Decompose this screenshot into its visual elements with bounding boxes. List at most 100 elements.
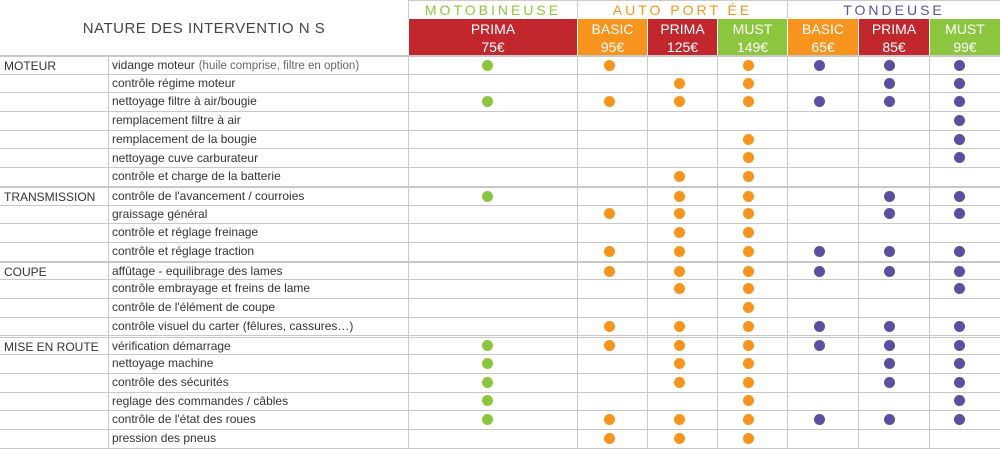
group-header: TONDEUSE — [787, 0, 1000, 19]
included-dot — [884, 376, 895, 388]
header-divider — [0, 37, 1000, 56]
intervention-label: nettoyage filtre à air/bougie — [112, 94, 257, 109]
included-dot — [482, 358, 493, 370]
included-dot — [884, 245, 895, 257]
included-dot — [604, 432, 615, 444]
intervention-cell: remplacement filtre à air — [112, 113, 241, 127]
included-dot — [674, 265, 685, 277]
tier-header: BASIC 95€ — [577, 19, 647, 56]
category-label: TRANSMISSION — [4, 189, 96, 204]
included-dot — [884, 77, 895, 89]
table-row: MISE EN ROUTE vérification démarrage — [0, 336, 1000, 356]
tier-header: PRIMA 75€ — [408, 19, 577, 56]
tier-price: 149€ — [736, 39, 769, 55]
intervention-label: contrôle et charge de la batterie — [112, 169, 281, 184]
included-dot — [674, 376, 685, 388]
table-row: nettoyage cuve carburateur — [0, 150, 1000, 169]
included-dot — [954, 376, 965, 388]
included-dot — [674, 77, 685, 89]
tier-price: 99€ — [953, 39, 977, 55]
tier-price: 85€ — [882, 39, 906, 55]
included-dot — [674, 96, 685, 108]
included-dot — [604, 96, 615, 108]
included-dot — [604, 208, 615, 220]
table-row: graissage général — [0, 206, 1000, 225]
tier-name: MUST — [732, 21, 773, 37]
included-dot — [674, 432, 685, 444]
included-dot — [954, 283, 965, 295]
tier-name: PRIMA — [871, 21, 917, 37]
included-dot — [743, 283, 754, 295]
included-dot — [482, 96, 493, 108]
intervention-cell: vidange moteur (huile comprise, filtre en… — [112, 58, 359, 72]
included-dot — [954, 395, 965, 407]
included-dot — [743, 171, 754, 183]
included-dot — [604, 59, 615, 71]
category-label: MISE EN ROUTE — [4, 339, 99, 354]
included-dot — [743, 432, 754, 444]
intervention-label: contrôle et réglage traction — [112, 244, 255, 258]
table-title: NATURE DES INTERVENTIO N S — [82, 19, 326, 37]
intervention-cell: contrôle embrayage et freins de lame — [112, 281, 310, 295]
column-divider — [647, 56, 648, 448]
included-dot — [954, 245, 965, 257]
included-dot — [814, 320, 825, 332]
tier-header: PRIMA 125€ — [647, 19, 717, 56]
intervention-cell: contrôle régime moteur — [112, 76, 235, 90]
included-dot — [954, 320, 965, 332]
intervention-label: nettoyage machine — [112, 356, 214, 371]
intervention-label: remplacement filtre à air — [112, 113, 241, 128]
table-row: nettoyage filtre à air/bougie — [0, 93, 1000, 113]
included-dot — [884, 340, 895, 352]
intervention-cell: contrôle et charge de la batterie — [112, 169, 281, 183]
intervention-label: vidange moteur — [112, 58, 195, 72]
included-dot — [482, 376, 493, 388]
included-dot — [954, 208, 965, 220]
table-row: MOTEUR vidange moteur (huile comprise, fil… — [0, 56, 1000, 75]
included-dot — [884, 358, 895, 370]
table-row: contrôle de l'état des roues — [0, 411, 1000, 430]
included-dot — [604, 340, 615, 352]
tier-name: MUST — [945, 21, 985, 37]
included-dot — [743, 190, 754, 202]
table-row: COUPE affûtage - equilibrage des lames — [0, 261, 1000, 281]
intervention-cell: graissage général — [112, 207, 207, 221]
intervention-label: remplacement de la bougie — [112, 131, 257, 146]
intervention-cell: contrôle visuel du carter (fêlures, cass… — [112, 319, 353, 333]
included-dot — [743, 133, 754, 145]
included-dot — [674, 208, 685, 220]
table-row: contrôle visuel du carter (fêlures, cass… — [0, 318, 1000, 337]
intervention-cell: remplacement de la bougie — [112, 132, 257, 146]
table-row: TRANSMISSION contrôle de l'avancement / c… — [0, 186, 1000, 206]
included-dot — [743, 414, 754, 426]
included-dot — [954, 77, 965, 89]
included-dot — [482, 340, 493, 352]
included-dot — [674, 171, 685, 183]
included-dot — [674, 414, 685, 426]
intervention-label: affûtage - equilibrage des lames — [112, 263, 283, 278]
included-dot — [674, 358, 685, 370]
included-dot — [604, 245, 615, 257]
intervention-label: nettoyage cuve carburateur — [112, 150, 259, 165]
included-dot — [604, 414, 615, 426]
tier-header: MUST 149€ — [717, 19, 787, 56]
intervention-label: contrôle régime moteur — [112, 75, 236, 90]
table-row: reglage des commandes / câbles — [0, 393, 1000, 412]
table-row: contrôle embrayage et freins de lame — [0, 280, 1000, 300]
included-dot — [954, 358, 965, 370]
included-dot — [884, 59, 895, 71]
included-dot — [954, 59, 965, 71]
included-dot — [674, 320, 685, 332]
included-dot — [814, 96, 825, 108]
intervention-cell: contrôle et réglage freinage — [112, 225, 258, 239]
table-row: contrôle et réglage traction — [0, 243, 1000, 262]
included-dot — [884, 190, 895, 202]
intervention-cell: contrôle de l'avancement / courroies — [112, 189, 304, 203]
included-dot — [674, 340, 685, 352]
included-dot — [884, 265, 895, 277]
included-dot — [604, 265, 615, 277]
included-dot — [743, 77, 754, 89]
included-dot — [674, 245, 685, 257]
included-dot — [482, 414, 493, 426]
tier-price: 65€ — [811, 39, 835, 55]
